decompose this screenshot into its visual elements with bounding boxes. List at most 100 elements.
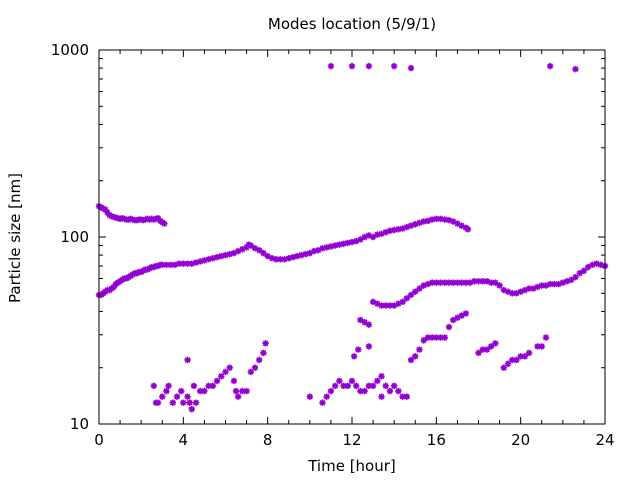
data-point <box>262 340 269 347</box>
data-point <box>504 360 512 367</box>
data-point <box>251 245 259 252</box>
data-point <box>348 377 356 385</box>
data-point <box>580 267 588 274</box>
data-point <box>180 260 187 267</box>
data-point <box>433 279 440 286</box>
data-point <box>234 393 242 400</box>
data-point <box>188 405 195 413</box>
data-point <box>213 253 221 261</box>
data-point <box>340 240 347 247</box>
data-point <box>256 246 263 254</box>
data-point <box>576 270 583 277</box>
data-point <box>378 373 385 380</box>
data-point <box>399 393 406 400</box>
data-point <box>390 62 398 70</box>
data-point <box>205 382 212 390</box>
data-point <box>441 216 448 223</box>
data-point <box>504 288 512 295</box>
data-point <box>186 399 193 406</box>
data-point <box>331 382 339 390</box>
data-point <box>464 226 472 233</box>
data-point <box>407 64 415 72</box>
data-point <box>298 251 305 259</box>
data-point <box>412 288 419 295</box>
data-point <box>247 368 254 376</box>
data-point <box>538 343 545 350</box>
data-point <box>386 227 394 234</box>
data-point <box>239 387 246 395</box>
data-point <box>378 302 385 309</box>
data-point <box>517 353 524 360</box>
data-point <box>361 387 368 395</box>
data-point <box>188 260 195 267</box>
data-point <box>357 387 364 395</box>
data-point <box>218 252 225 260</box>
data-point <box>521 286 529 294</box>
data-point <box>277 256 284 263</box>
data-point <box>175 260 183 267</box>
x-tick-label: 0 <box>94 431 104 449</box>
data-point <box>589 261 596 269</box>
data-point <box>230 249 238 257</box>
y-tick-label: 100 <box>60 228 89 246</box>
data-point <box>458 312 465 319</box>
data-point <box>542 334 550 341</box>
data-point <box>420 282 427 289</box>
data-point <box>222 251 229 259</box>
data-point <box>568 276 575 284</box>
data-point <box>264 252 271 260</box>
data-point <box>555 280 562 288</box>
data-point <box>593 260 600 267</box>
data-point <box>492 279 499 286</box>
data-point <box>492 340 499 347</box>
data-point <box>365 343 373 350</box>
data-point <box>454 314 461 321</box>
data-point <box>102 206 109 213</box>
data-point <box>471 278 478 285</box>
data-point <box>169 399 176 406</box>
data-point <box>395 300 402 307</box>
data-point <box>458 222 465 229</box>
data-point <box>336 377 343 385</box>
data-point <box>382 229 389 236</box>
data-point <box>513 290 520 297</box>
data-point <box>350 353 358 360</box>
data-point <box>293 252 301 260</box>
data-point <box>475 278 482 285</box>
data-point <box>374 300 381 307</box>
data-point <box>150 382 158 390</box>
data-point <box>163 387 170 395</box>
data-point <box>441 334 448 341</box>
data-point <box>525 285 533 292</box>
data-point <box>180 399 187 406</box>
data-point <box>230 377 238 385</box>
data-point <box>154 399 162 406</box>
x-tick-label: 24 <box>595 431 614 449</box>
data-point <box>454 220 461 227</box>
data-point <box>260 349 267 357</box>
data-point <box>365 62 373 70</box>
data-point <box>192 259 200 266</box>
data-point <box>399 298 406 306</box>
x-axis-label: Time [hour] <box>307 457 396 475</box>
data-point <box>378 393 385 400</box>
data-point <box>306 249 314 257</box>
data-point <box>357 316 364 324</box>
data-point <box>382 302 389 309</box>
data-point <box>374 377 381 385</box>
data-point <box>256 356 263 364</box>
data-point <box>374 231 381 238</box>
data-point <box>382 382 389 390</box>
data-point <box>424 217 432 225</box>
data-point <box>458 279 465 286</box>
data-point <box>165 382 172 390</box>
data-point <box>483 278 491 285</box>
data-point <box>251 364 259 371</box>
data-point <box>500 286 507 294</box>
data-point <box>466 279 474 286</box>
data-point <box>403 393 411 400</box>
data-point <box>353 237 360 245</box>
data-point <box>184 356 191 364</box>
data-point <box>222 368 229 376</box>
